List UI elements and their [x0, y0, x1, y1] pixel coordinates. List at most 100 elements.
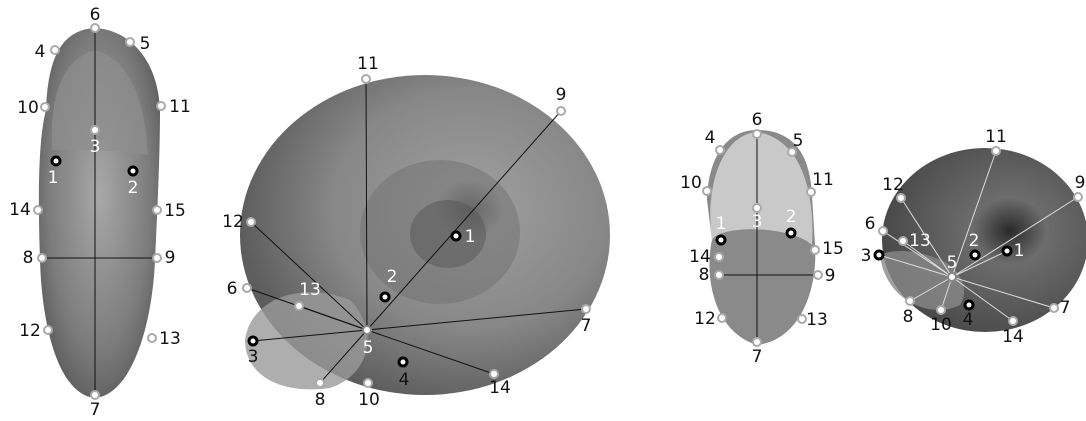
landmark-dot [582, 305, 590, 313]
landmark-dot [703, 187, 711, 195]
landmark-dot [490, 370, 498, 378]
landmark-dot [91, 24, 99, 32]
landmark-label: 6 [90, 5, 101, 25]
landmark-dot [965, 301, 973, 309]
landmark-dot [875, 251, 883, 259]
landmark-label: 3 [248, 347, 259, 367]
page: 6541011312141589121371191122136573481014… [0, 0, 1086, 421]
landmark-dot [247, 218, 255, 226]
landmark-label: 1 [48, 168, 59, 188]
landmark-dot [753, 338, 761, 346]
landmark-dot [362, 75, 370, 83]
landmark-dot [906, 297, 914, 305]
landmark-label: 14 [9, 200, 31, 220]
landmark-dot [557, 107, 565, 115]
landmark-dot [91, 126, 99, 134]
landmark-label: 2 [786, 207, 797, 227]
landmark-label: 11 [169, 97, 191, 117]
landmark-dot [992, 147, 1000, 155]
landmark-label: 1 [716, 214, 727, 234]
landmark-dot [148, 334, 156, 342]
landmark-label: 7 [752, 347, 763, 367]
landmark-label: 5 [363, 338, 374, 358]
landmark-dot [41, 103, 49, 111]
landmark-label: 14 [689, 247, 711, 267]
landmark-dot [718, 314, 726, 322]
shell-2 [240, 75, 610, 395]
landmark-dot [715, 253, 723, 261]
landmark-dot [948, 273, 956, 281]
landmark-label: 14 [1002, 327, 1024, 347]
landmark-dot [716, 146, 724, 154]
landmark-label: 9 [165, 248, 176, 268]
landmark-label: 11 [985, 127, 1007, 147]
landmark-dot [91, 391, 99, 399]
landmark-label: 13 [909, 231, 931, 251]
landmark-dot [316, 379, 324, 387]
landmark-dot [1003, 247, 1011, 255]
landmark-label: 7 [1060, 298, 1071, 318]
landmark-dot [717, 236, 725, 244]
landmark-dot [153, 206, 161, 214]
landmark-dot [157, 102, 165, 110]
landmark-label: 12 [19, 321, 41, 341]
landmark-dot [899, 237, 907, 245]
landmark-label: 3 [90, 137, 101, 157]
landmark-label: 13 [806, 310, 828, 330]
landmark-dot [153, 254, 161, 262]
landmark-label: 12 [882, 175, 904, 195]
landmark-dot [381, 293, 389, 301]
landmark-label: 11 [357, 54, 379, 74]
landmark-label: 13 [299, 280, 321, 300]
landmark-dot [1009, 317, 1017, 325]
landmark-label: 13 [159, 329, 181, 349]
landmark-label: 7 [90, 400, 101, 420]
landmark-dot [787, 229, 795, 237]
landmark-label: 10 [17, 98, 39, 118]
landmark-dot [1050, 304, 1058, 312]
figure: 6541011312141589121371191122136573481014… [0, 0, 1086, 421]
landmark-label: 4 [963, 310, 974, 330]
landmark-label: 14 [489, 378, 511, 398]
landmark-label: 8 [699, 265, 710, 285]
landmark-label: 2 [128, 178, 139, 198]
landmark-label: 6 [227, 279, 238, 299]
landmark-label: 10 [930, 315, 952, 335]
landmark-dot [51, 46, 59, 54]
landmark-dot [295, 302, 303, 310]
landmark-dot [811, 246, 819, 254]
landmark-label: 10 [358, 390, 380, 410]
landmark-label: 8 [903, 307, 914, 327]
landmark-label: 4 [399, 370, 410, 390]
landmark-dot [937, 306, 945, 314]
landmark-label: 12 [222, 212, 244, 232]
landmark-label: 9 [825, 266, 836, 286]
landmark-label: 11 [812, 170, 834, 190]
landmark-dot [363, 326, 371, 334]
landmark-dot [814, 271, 822, 279]
landmark-dot [897, 194, 905, 202]
landmark-label: 3 [752, 212, 763, 232]
landmark-label: 9 [1075, 173, 1086, 193]
landmark-dot [753, 204, 761, 212]
landmark-label: 5 [140, 34, 151, 54]
landmark-dot [971, 251, 979, 259]
landmark-label: 1 [465, 227, 476, 247]
landmark-dot [753, 130, 761, 138]
shell-1 [39, 28, 160, 398]
landmark-label: 1 [1014, 241, 1025, 261]
landmark-label: 15 [164, 201, 186, 221]
landmark-dot [879, 227, 887, 235]
landmark-dot [243, 284, 251, 292]
landmark-label: 6 [752, 110, 763, 130]
landmark-label: 2 [969, 231, 980, 251]
landmark-label: 15 [822, 239, 844, 259]
landmark-dot [798, 315, 806, 323]
landmark-label: 9 [556, 85, 567, 105]
landmark-label: 5 [947, 253, 958, 273]
landmark-label: 10 [680, 173, 702, 193]
landmark-label: 2 [387, 267, 398, 287]
landmark-label: 12 [694, 309, 716, 329]
landmark-dot [452, 232, 460, 240]
landmark-dot [34, 206, 42, 214]
